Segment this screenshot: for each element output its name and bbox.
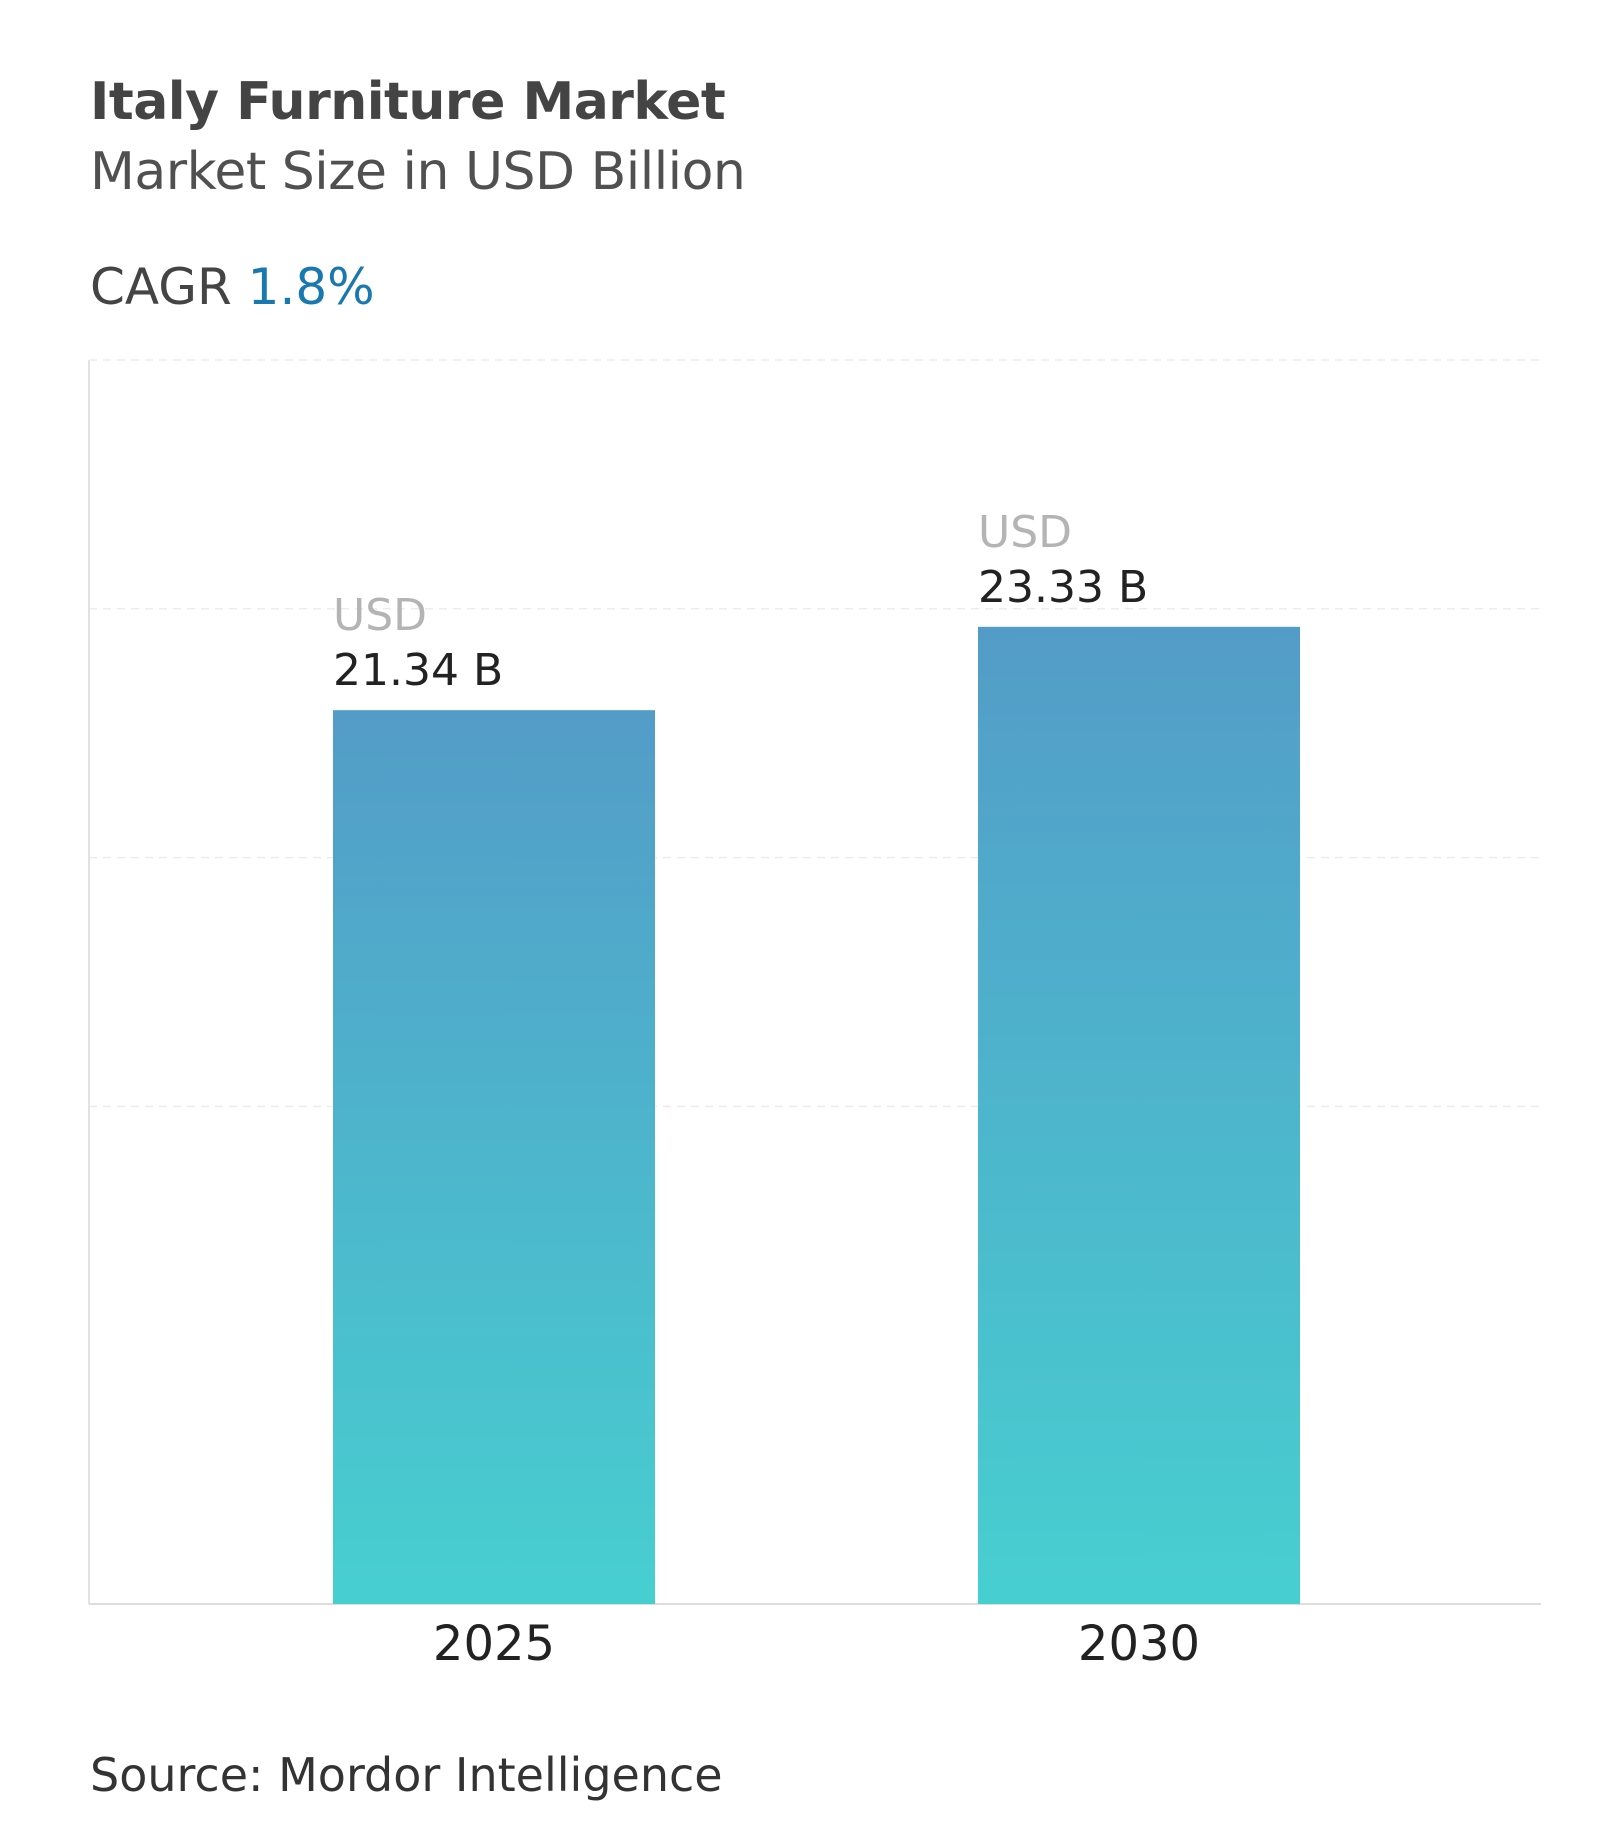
data-label-unit: USD [333,590,427,641]
x-tick-label: 2030 [1078,1616,1200,1672]
bar-2025 [333,710,655,1604]
x-tick-label: 2025 [433,1616,555,1672]
bar-2030 [978,626,1300,1604]
chart-subtitle: Market Size in USD Billion [90,142,746,202]
source-note: Source: Mordor Intelligence [90,1748,723,1802]
data-label-value: 23.33 B [978,562,1148,613]
chart-title: Italy Furniture Market [90,72,726,132]
cagr: CAGR 1.8% [90,258,375,316]
data-label-value: 21.34 B [333,645,503,696]
cagr-label: CAGR [90,258,232,316]
data-label-unit: USD [978,507,1072,558]
cagr-value: 1.8% [247,258,375,316]
